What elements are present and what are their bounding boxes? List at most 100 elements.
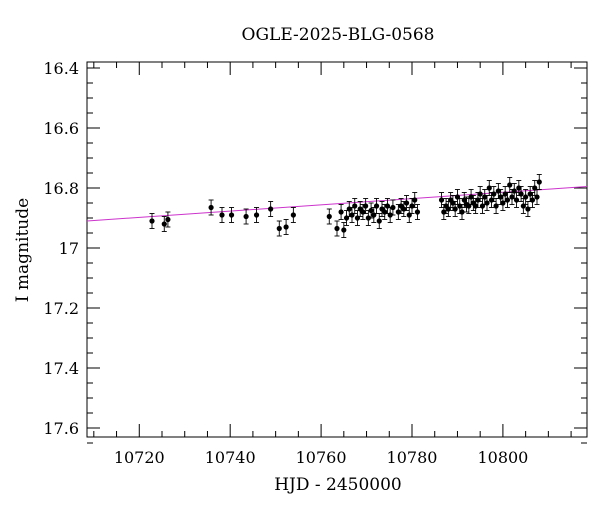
point-marker (373, 203, 380, 209)
point-marker (165, 216, 171, 223)
data-point (529, 192, 536, 208)
data-point (518, 186, 524, 202)
point-marker (412, 197, 418, 203)
point-marker (341, 227, 347, 233)
point-marker (365, 215, 371, 221)
data-point (454, 189, 461, 205)
data-point (343, 210, 350, 226)
point-marker (243, 213, 249, 220)
data-point (253, 207, 260, 223)
data-point (354, 210, 361, 226)
point-marker (149, 218, 155, 224)
data-point (290, 207, 296, 223)
data-point (276, 220, 282, 237)
y-tick-label: 16.8 (43, 179, 79, 198)
data-points (149, 174, 542, 238)
data-point (532, 180, 538, 196)
data-point (376, 213, 382, 229)
point-marker (414, 209, 421, 215)
data-point (161, 216, 167, 232)
data-point (534, 189, 540, 205)
x-tick-label: 10740 (205, 448, 256, 467)
y-tick-label: 16.6 (43, 119, 79, 138)
data-point (352, 198, 358, 214)
data-point (525, 201, 531, 217)
point-marker (523, 194, 529, 200)
point-marker (290, 212, 296, 218)
point-marker (352, 203, 358, 209)
data-point (373, 198, 380, 214)
x-tick-label: 10760 (296, 448, 347, 467)
data-point (365, 210, 371, 226)
data-point (149, 213, 155, 229)
data-point (371, 207, 377, 223)
data-point (326, 208, 332, 225)
point-marker (376, 218, 382, 224)
data-point (268, 201, 274, 217)
data-point (459, 204, 465, 220)
point-marker (161, 221, 167, 227)
data-point (283, 219, 289, 235)
x-tick-labels: 10720 10740 10760 10780 10800 (114, 448, 529, 467)
point-marker (403, 200, 410, 206)
data-point (368, 202, 374, 219)
point-marker (459, 209, 465, 215)
x-tick-label: 10800 (477, 448, 528, 467)
point-marker (525, 206, 531, 212)
point-marker (461, 197, 467, 203)
point-marker (363, 203, 369, 209)
y-tick-label: 17.4 (43, 359, 79, 378)
point-marker (534, 194, 540, 200)
point-marker (529, 197, 536, 203)
data-point (493, 198, 499, 214)
data-point (438, 192, 445, 208)
plot-frame (86, 61, 588, 438)
x-axis-label: HJD - 2450000 (274, 475, 402, 495)
point-marker (387, 212, 393, 218)
y-tick-label: 17 (59, 239, 79, 258)
data-point (486, 180, 492, 196)
data-point (507, 177, 513, 193)
data-point (466, 198, 472, 214)
y-axis-label: I magnitude (13, 198, 33, 302)
data-point (513, 192, 520, 208)
data-point (491, 186, 497, 202)
point-marker (326, 213, 332, 220)
data-point (477, 186, 483, 202)
data-point (165, 211, 171, 228)
point-marker (276, 225, 282, 232)
y-tick-label: 17.6 (43, 419, 79, 438)
point-marker (219, 212, 225, 218)
point-marker (452, 206, 458, 212)
data-point (452, 201, 458, 217)
data-point (414, 204, 421, 220)
point-marker (390, 204, 396, 211)
data-point (520, 198, 526, 214)
point-marker (368, 207, 374, 214)
point-marker (518, 191, 524, 197)
data-point (523, 189, 529, 205)
point-marker (507, 182, 513, 188)
point-marker (484, 200, 490, 206)
x-tick-label: 10720 (114, 448, 165, 467)
point-marker (334, 225, 340, 232)
point-marker (268, 206, 274, 212)
point-marker (536, 179, 542, 185)
point-marker (283, 224, 289, 230)
y-tick-labels: 16.4 16.6 16.8 17 17.2 17.4 17.6 (43, 59, 79, 438)
x-tick-label: 10780 (387, 448, 438, 467)
data-point (243, 208, 249, 225)
data-point (406, 207, 412, 223)
data-point (403, 195, 410, 211)
data-point (363, 198, 369, 214)
data-point (208, 199, 214, 216)
y-tick-label: 16.4 (43, 59, 79, 78)
data-point (338, 204, 344, 220)
chart-title: OGLE-2025-BLG-0568 (242, 25, 435, 45)
data-point (479, 198, 486, 214)
point-marker (253, 212, 260, 218)
point-marker (228, 212, 235, 218)
data-point (387, 207, 393, 223)
point-marker (493, 203, 499, 209)
